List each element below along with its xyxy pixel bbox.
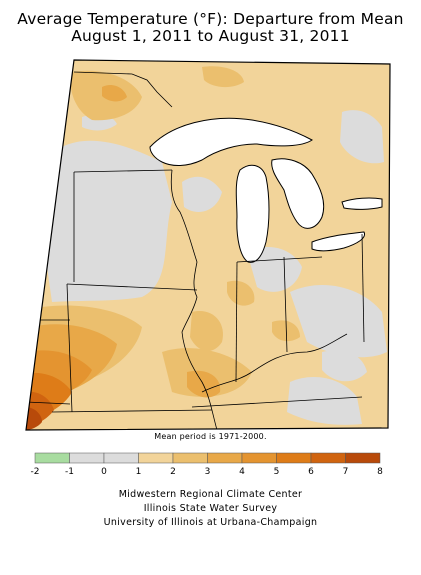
legend-tick-label: -1 (65, 467, 74, 477)
legend-tick-label: 4 (239, 467, 245, 477)
legend-swatch (69, 452, 105, 464)
legend-swatch (138, 452, 174, 464)
legend-swatch (34, 452, 70, 464)
legend-tick-label: 7 (343, 467, 349, 477)
mean-period-note: Mean period is 1971-2000. (154, 432, 267, 441)
legend-swatch (310, 452, 346, 464)
legend-swatch (103, 452, 139, 464)
legend-tick-label: 0 (101, 467, 107, 477)
lake-michigan (235, 164, 270, 263)
legend-tick-label: 1 (136, 467, 142, 477)
lake-ontario (341, 197, 383, 210)
map-title-line2: August 1, 2011 to August 31, 2011 (71, 27, 350, 45)
map-title-line1: Average Temperature (°F): Departure from… (17, 10, 404, 28)
legend-tick-label: 5 (274, 467, 280, 477)
legend-tick-label: -2 (31, 467, 40, 477)
temperature-departure-map (25, 59, 391, 431)
credit-line-1: Midwestern Regional Climate Center (118, 489, 303, 500)
lake-erie (311, 231, 366, 252)
lake-huron (271, 158, 325, 229)
legend-tick-label: 8 (377, 467, 383, 477)
legend-tick-label: 6 (308, 467, 314, 477)
legend-swatch (172, 452, 208, 464)
color-scale-legend: -2 -1 0 1 2 3 4 5 6 7 8 (31, 452, 383, 477)
map-frame (25, 59, 391, 431)
legend-swatch (276, 452, 312, 464)
shaded-departure-field (26, 60, 390, 430)
legend-tick-label: 3 (205, 467, 211, 477)
legend-tick-label: 2 (170, 467, 176, 477)
credit-line-3: University of Illinois at Urbana-Champai… (103, 517, 318, 528)
legend-swatch (345, 452, 381, 464)
lake-superior (149, 117, 313, 166)
credit-line-2: Illinois State Water Survey (143, 503, 278, 514)
legend-swatch (207, 452, 243, 464)
legend-swatch (241, 452, 277, 464)
